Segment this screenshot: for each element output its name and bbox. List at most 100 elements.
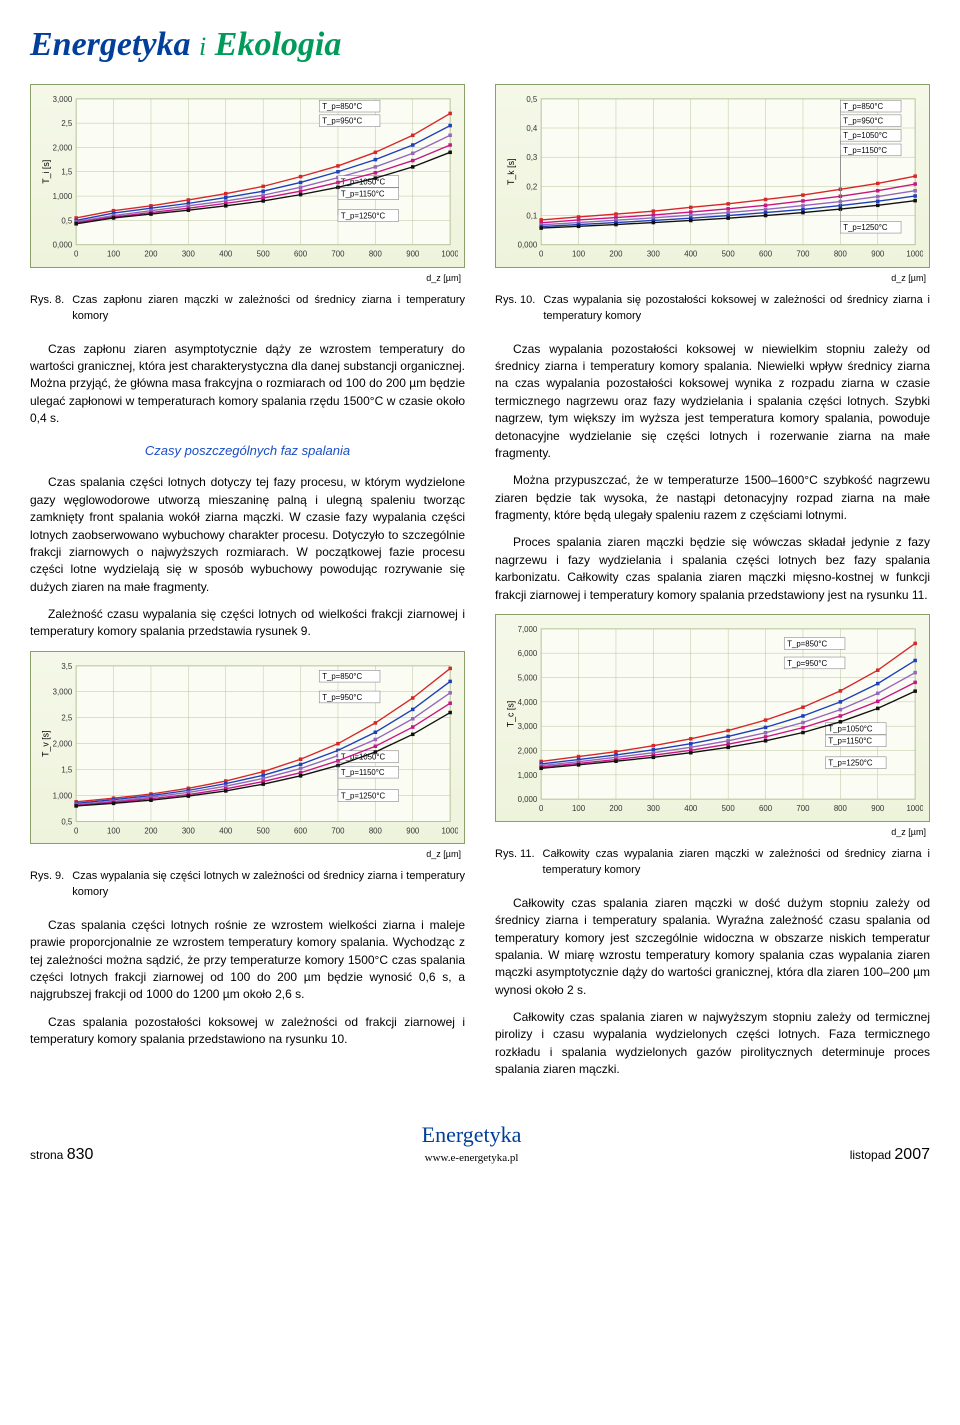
subheading-phases: Czasy poszczególnych faz spalania <box>30 442 465 461</box>
svg-text:3,5: 3,5 <box>61 662 73 671</box>
svg-text:800: 800 <box>369 826 383 835</box>
svg-text:T_p=1150°C: T_p=1150°C <box>843 146 887 155</box>
svg-text:700: 700 <box>796 250 810 259</box>
svg-text:200: 200 <box>144 250 158 259</box>
header-word-1: Energetyka <box>30 26 191 63</box>
svg-text:500: 500 <box>722 250 736 259</box>
para-8: Proces spalania ziaren mączki będzie się… <box>495 534 930 604</box>
svg-text:0,3: 0,3 <box>526 153 538 162</box>
svg-text:6,000: 6,000 <box>518 649 538 658</box>
para-6: Czas wypalania pozostałości koksowej w n… <box>495 341 930 463</box>
svg-text:T_p=1150°C: T_p=1150°C <box>341 768 385 777</box>
svg-text:T_p=950°C: T_p=950°C <box>787 659 827 668</box>
para-5: Czas spalania pozostałości koksowej w za… <box>30 1014 465 1049</box>
chart8-xlabel: d_z [µm] <box>30 272 465 285</box>
chart-fig8: 010020030040050060070080090010000,0000,5… <box>30 84 465 267</box>
footer-page-label: strona <box>30 1148 63 1162</box>
svg-text:T_p=950°C: T_p=950°C <box>322 117 362 126</box>
header-word-i: i <box>199 32 206 61</box>
top-left-col: 010020030040050060070080090010000,0000,5… <box>30 84 465 340</box>
svg-text:1,5: 1,5 <box>61 168 73 177</box>
svg-text:0,5: 0,5 <box>61 817 73 826</box>
footer-page-number: 830 <box>67 1146 94 1163</box>
svg-text:T_p=850°C: T_p=850°C <box>322 672 362 681</box>
footer-logo: Energetyka <box>422 1119 522 1151</box>
chart9-xlabel: d_z [µm] <box>30 848 465 861</box>
svg-text:T_p=1250°C: T_p=1250°C <box>828 759 873 768</box>
svg-text:0: 0 <box>74 826 79 835</box>
top-right-col: 010020030040050060070080090010000,0000,1… <box>495 84 930 340</box>
svg-text:500: 500 <box>722 804 736 813</box>
svg-text:T_p=1050°C: T_p=1050°C <box>828 725 873 734</box>
chart11-xlabel: d_z [µm] <box>495 826 930 839</box>
caption-fig8-text: Czas zapłonu ziaren mączki w zależności … <box>72 293 465 325</box>
svg-text:0,5: 0,5 <box>61 217 73 226</box>
caption-fig9-num: Rys. 9. <box>30 869 64 901</box>
svg-text:100: 100 <box>572 804 586 813</box>
svg-text:700: 700 <box>796 804 810 813</box>
svg-text:T_p=1150°C: T_p=1150°C <box>828 737 872 746</box>
svg-text:700: 700 <box>331 826 345 835</box>
svg-text:100: 100 <box>107 250 121 259</box>
body-columns: Czas zapłonu ziaren asymptotycznie dąży … <box>30 341 930 1089</box>
svg-text:200: 200 <box>609 804 623 813</box>
svg-text:200: 200 <box>609 250 623 259</box>
svg-text:T_i [s]: T_i [s] <box>41 160 51 184</box>
svg-text:500: 500 <box>257 826 271 835</box>
svg-text:T_p=1250°C: T_p=1250°C <box>341 212 386 221</box>
caption-fig9: Rys. 9. Czas wypalania się części lotnyc… <box>30 869 465 901</box>
svg-text:2,000: 2,000 <box>53 739 73 748</box>
svg-text:T_k [s]: T_k [s] <box>506 159 516 185</box>
svg-text:T_c [s]: T_c [s] <box>506 701 516 727</box>
caption-fig10: Rys. 10. Czas wypalania się pozostałości… <box>495 293 930 325</box>
para-10: Całkowity czas spalania ziaren w najwyżs… <box>495 1009 930 1079</box>
svg-text:400: 400 <box>219 250 233 259</box>
svg-text:300: 300 <box>182 250 196 259</box>
chart-fig9: 0 100 200 300 400 500 600 700 800 900 1000 0,5 1,000… <box>30 651 465 844</box>
svg-text:900: 900 <box>871 250 885 259</box>
svg-text:1,000: 1,000 <box>53 791 73 800</box>
svg-text:400: 400 <box>684 250 698 259</box>
para-1: Czas zapłonu ziaren asymptotycznie dąży … <box>30 341 465 428</box>
caption-fig8: Rys. 8. Czas zapłonu ziaren mączki w zal… <box>30 293 465 325</box>
svg-text:1000: 1000 <box>441 826 458 835</box>
svg-text:0: 0 <box>539 804 544 813</box>
para-4: Czas spalania części lotnych rośnie ze w… <box>30 917 465 1004</box>
footer-right: listopad 2007 <box>850 1143 930 1166</box>
chart-fig10: 010020030040050060070080090010000,0000,1… <box>495 84 930 267</box>
svg-text:300: 300 <box>647 804 661 813</box>
svg-text:400: 400 <box>219 826 233 835</box>
svg-text:500: 500 <box>257 250 271 259</box>
svg-text:600: 600 <box>759 804 773 813</box>
caption-fig9-text: Czas wypalania się części lotnych w zale… <box>72 869 465 901</box>
svg-text:T_p=850°C: T_p=850°C <box>322 102 362 111</box>
svg-text:7,000: 7,000 <box>518 625 538 634</box>
svg-text:T_v [s]: T_v [s] <box>41 730 51 756</box>
svg-text:3,000: 3,000 <box>53 95 73 104</box>
svg-text:T_p=950°C: T_p=950°C <box>322 693 362 702</box>
svg-text:200: 200 <box>144 826 158 835</box>
svg-text:800: 800 <box>834 804 848 813</box>
page-header: Energetyka i Ekologia <box>30 20 930 69</box>
svg-text:300: 300 <box>182 826 196 835</box>
svg-text:5,000: 5,000 <box>518 673 538 682</box>
svg-text:900: 900 <box>406 826 420 835</box>
svg-text:3,000: 3,000 <box>53 688 73 697</box>
svg-text:1000: 1000 <box>441 250 458 259</box>
svg-text:600: 600 <box>294 826 308 835</box>
svg-text:T_p=1050°C: T_p=1050°C <box>843 132 888 141</box>
svg-text:100: 100 <box>107 826 121 835</box>
svg-text:400: 400 <box>684 804 698 813</box>
caption-fig11-num: Rys. 11. <box>495 847 535 879</box>
svg-text:0,000: 0,000 <box>53 241 73 250</box>
chart10-xlabel: d_z [µm] <box>495 272 930 285</box>
header-word-2: Ekologia <box>215 26 342 63</box>
svg-text:0: 0 <box>74 250 79 259</box>
svg-text:100: 100 <box>572 250 586 259</box>
body-left-col: Czas zapłonu ziaren asymptotycznie dąży … <box>30 341 465 1089</box>
svg-text:4,000: 4,000 <box>518 698 538 707</box>
chart-fig11: 010020030040050060070080090010000,0001,0… <box>495 614 930 822</box>
svg-text:0,000: 0,000 <box>518 795 538 804</box>
svg-text:0,000: 0,000 <box>518 241 538 250</box>
svg-text:3,000: 3,000 <box>518 722 538 731</box>
